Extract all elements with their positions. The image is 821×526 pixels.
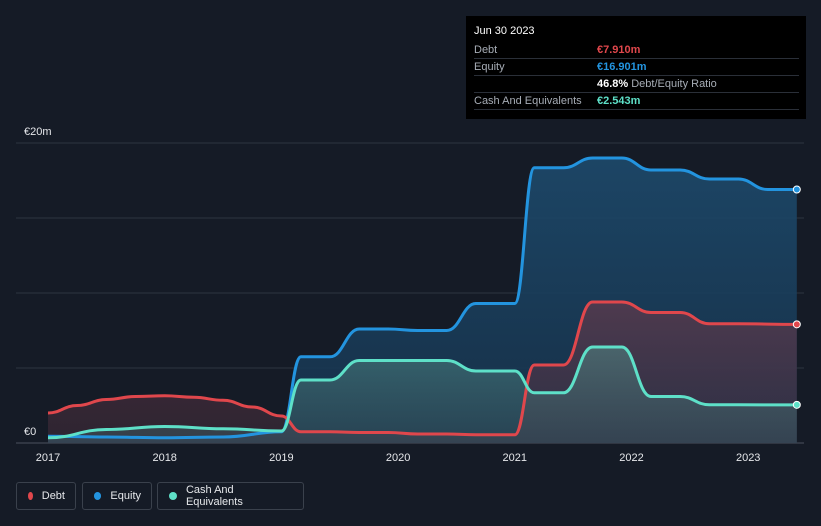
legend-item-equity[interactable]: Equity bbox=[82, 482, 152, 510]
tooltip-label bbox=[474, 76, 597, 92]
tooltip-row-ratio: 46.8% Debt/Equity Ratio bbox=[474, 75, 799, 92]
legend-label: Equity bbox=[110, 490, 141, 502]
x-tick-label: 2021 bbox=[503, 452, 527, 464]
legend-item-cash[interactable]: Cash And Equivalents bbox=[157, 482, 304, 510]
cash-and-equivalents-end-marker bbox=[792, 400, 801, 409]
tooltip-ratio-caption: Debt/Equity Ratio bbox=[631, 78, 717, 90]
x-tick-label: 2019 bbox=[269, 452, 293, 464]
tooltip-label: Equity bbox=[474, 61, 505, 73]
tooltip-value: €7.910m bbox=[597, 44, 641, 56]
tooltip-value: €16.901m bbox=[597, 61, 647, 73]
cash-and-equivalents-area bbox=[48, 347, 797, 443]
tooltip-label: Cash And Equivalents bbox=[474, 95, 582, 107]
x-tick-label: 2018 bbox=[152, 452, 176, 464]
x-tick-label: 2017 bbox=[36, 452, 60, 464]
x-tick-label: 2023 bbox=[736, 452, 760, 464]
tooltip-panel: Jun 30 2023 Debt €7.910m Equity €16.901m… bbox=[466, 16, 806, 119]
y-min-label: €0 bbox=[24, 426, 36, 438]
legend-label: Debt bbox=[41, 490, 65, 502]
x-tick-label: 2020 bbox=[386, 452, 410, 464]
x-tick-label: 2022 bbox=[619, 452, 643, 464]
tooltip-label: Debt bbox=[474, 44, 498, 56]
legend-label: Cash And Equivalents bbox=[185, 484, 243, 508]
legend-item-debt[interactable]: Debt bbox=[16, 482, 76, 510]
tooltip-value: €2.543m bbox=[597, 95, 641, 107]
tooltip-row-cash: Cash And Equivalents €2.543m bbox=[474, 92, 799, 110]
tooltip-value: 46.8% bbox=[597, 78, 629, 90]
debt-end-marker bbox=[792, 320, 801, 329]
equity-end-marker bbox=[792, 185, 801, 194]
tooltip-row-debt: Debt €7.910m bbox=[474, 42, 799, 58]
cash-dot-icon bbox=[169, 492, 177, 500]
equity-dot-icon bbox=[94, 492, 102, 500]
cash-and-equivalents-line bbox=[47, 345, 797, 440]
debt-line bbox=[47, 300, 797, 437]
debt-dot-icon bbox=[28, 492, 33, 500]
tooltip-date: Jun 30 2023 bbox=[474, 25, 535, 37]
tooltip-row-equity: Equity €16.901m bbox=[474, 58, 799, 75]
y-max-label: €20m bbox=[24, 126, 52, 138]
